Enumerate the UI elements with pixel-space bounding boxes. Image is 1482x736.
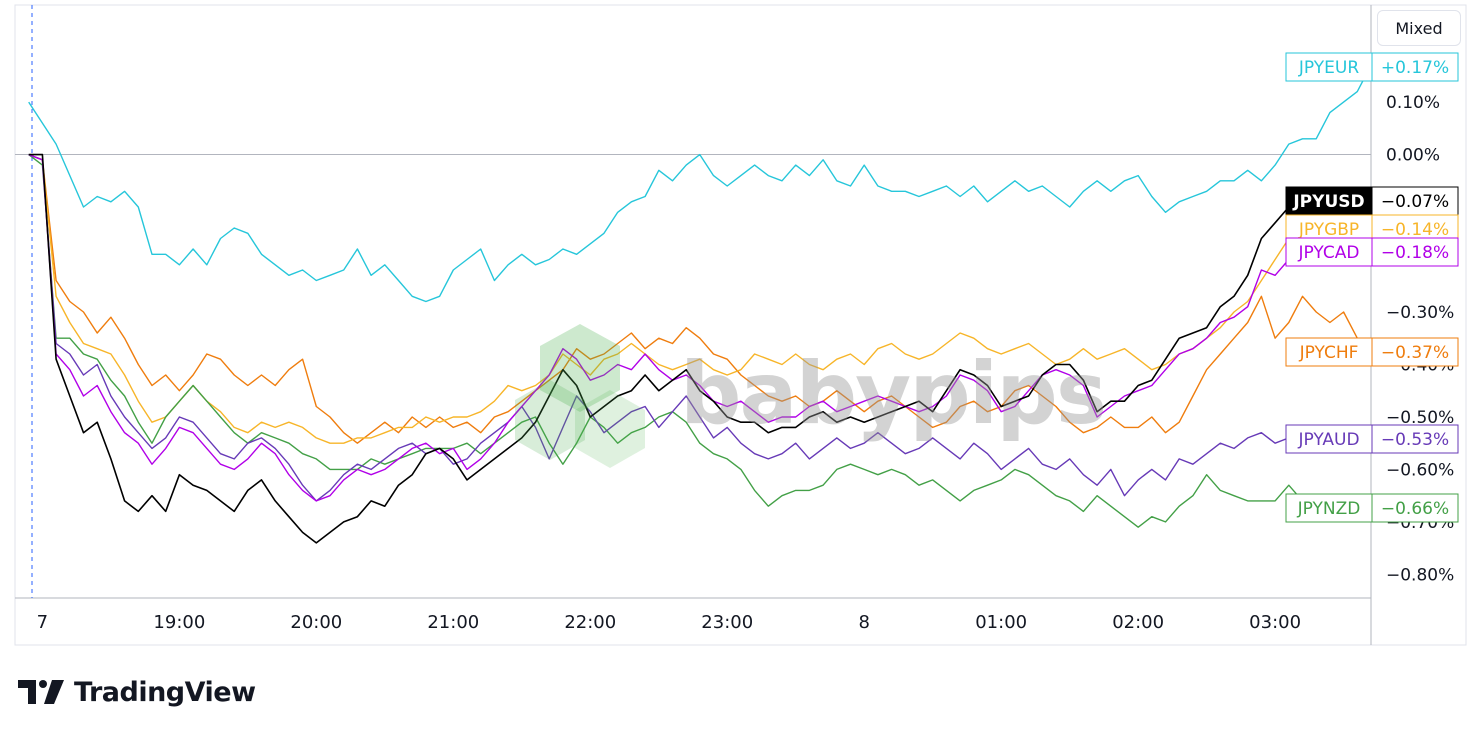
series-name-label: JPYNZD bbox=[1297, 499, 1361, 519]
series-name-box bbox=[1285, 337, 1373, 367]
tradingview-brand[interactable]: TradingView bbox=[18, 674, 256, 710]
y-tick-label: 0.10% bbox=[1386, 93, 1440, 113]
series-name-label: JPYCAD bbox=[1298, 243, 1360, 263]
series-line-jpynzd bbox=[28, 154, 1304, 528]
series-value-box bbox=[1371, 237, 1459, 267]
series-tag-jpyeur: JPYEUR +0.17% bbox=[1285, 52, 1459, 82]
series-value-box bbox=[1371, 52, 1459, 82]
y-tick-label: 0.00% bbox=[1386, 146, 1440, 166]
brand-name: TradingView bbox=[74, 676, 256, 708]
series-value-label: +0.17% bbox=[1381, 58, 1449, 78]
series-value-label: −0.14% bbox=[1381, 220, 1449, 240]
series-name-label: JPYAUD bbox=[1297, 430, 1359, 450]
series-tag-jpygbp: JPYGBP −0.14% bbox=[1285, 214, 1459, 244]
chart-frame bbox=[14, 4, 1467, 646]
series-name-label: JPYGBP bbox=[1298, 220, 1359, 240]
y-tick-label: −0.60% bbox=[1386, 460, 1454, 480]
series-line-jpyaud bbox=[28, 153, 1303, 502]
x-tick-label: 01:00 bbox=[975, 612, 1027, 633]
series-tag-jpynzd: JPYNZD −0.66% bbox=[1285, 493, 1459, 523]
series-value-box bbox=[1371, 493, 1459, 523]
series-line-jpyusd bbox=[28, 153, 1304, 544]
x-tick-label: 03:00 bbox=[1249, 612, 1301, 633]
y-tick-label: −0.30% bbox=[1386, 303, 1454, 323]
x-tick-label: 7 bbox=[37, 612, 48, 633]
series-name-label: JPYEUR bbox=[1298, 58, 1359, 78]
series-value-label: −0.18% bbox=[1381, 243, 1449, 263]
series-tag-jpychf: JPYCHF −0.37% bbox=[1285, 337, 1459, 367]
x-axis: 7 19:00 20:00 21:00 22:00 23:00 8 01:00 02:00 03:… bbox=[37, 612, 1301, 633]
series-line-jpyeur bbox=[28, 64, 1372, 303]
series-name-label: JPYUSD bbox=[1292, 192, 1364, 212]
tradingview-logo-icon bbox=[18, 680, 64, 704]
x-tick-label: 21:00 bbox=[427, 612, 479, 633]
series-name-box bbox=[1285, 237, 1373, 267]
series-line-jpychf bbox=[28, 153, 1372, 444]
series-value-box bbox=[1371, 337, 1459, 367]
series-line-jpycad bbox=[28, 153, 1303, 502]
series-tags: JPYEUR +0.17%JPYUSD −0.07%JPYGBP −0.14%JPYC… bbox=[1285, 52, 1459, 523]
y-tick-label: −0.50% bbox=[1386, 408, 1454, 428]
series-name-label: JPYCHF bbox=[1299, 343, 1359, 363]
series-value-box bbox=[1371, 424, 1459, 454]
x-tick-label: 20:00 bbox=[290, 612, 342, 633]
x-tick-label: 8 bbox=[858, 612, 869, 633]
x-tick-label: 22:00 bbox=[564, 612, 616, 633]
series-tag-jpyaud: JPYAUD −0.53% bbox=[1285, 424, 1459, 454]
scale-mode-button[interactable]: Mixed bbox=[1377, 10, 1461, 46]
chart-border bbox=[14, 4, 1467, 646]
x-tick-label: 23:00 bbox=[701, 612, 753, 633]
x-tick-label: 02:00 bbox=[1112, 612, 1164, 633]
series-line-jpygbp bbox=[28, 153, 1303, 444]
series-value-box bbox=[1371, 186, 1459, 216]
x-tick-label: 19:00 bbox=[153, 612, 205, 633]
series-layer bbox=[28, 64, 1372, 544]
series-value-label: −0.66% bbox=[1381, 499, 1449, 519]
series-tag-jpyusd: JPYUSD −0.07% bbox=[1285, 186, 1459, 216]
series-tag-jpycad: JPYCAD −0.18% bbox=[1285, 237, 1459, 267]
series-value-label: −0.07% bbox=[1381, 192, 1449, 212]
series-value-label: −0.53% bbox=[1381, 430, 1449, 450]
series-value-label: −0.37% bbox=[1381, 343, 1449, 363]
y-tick-label: −0.80% bbox=[1386, 565, 1454, 585]
